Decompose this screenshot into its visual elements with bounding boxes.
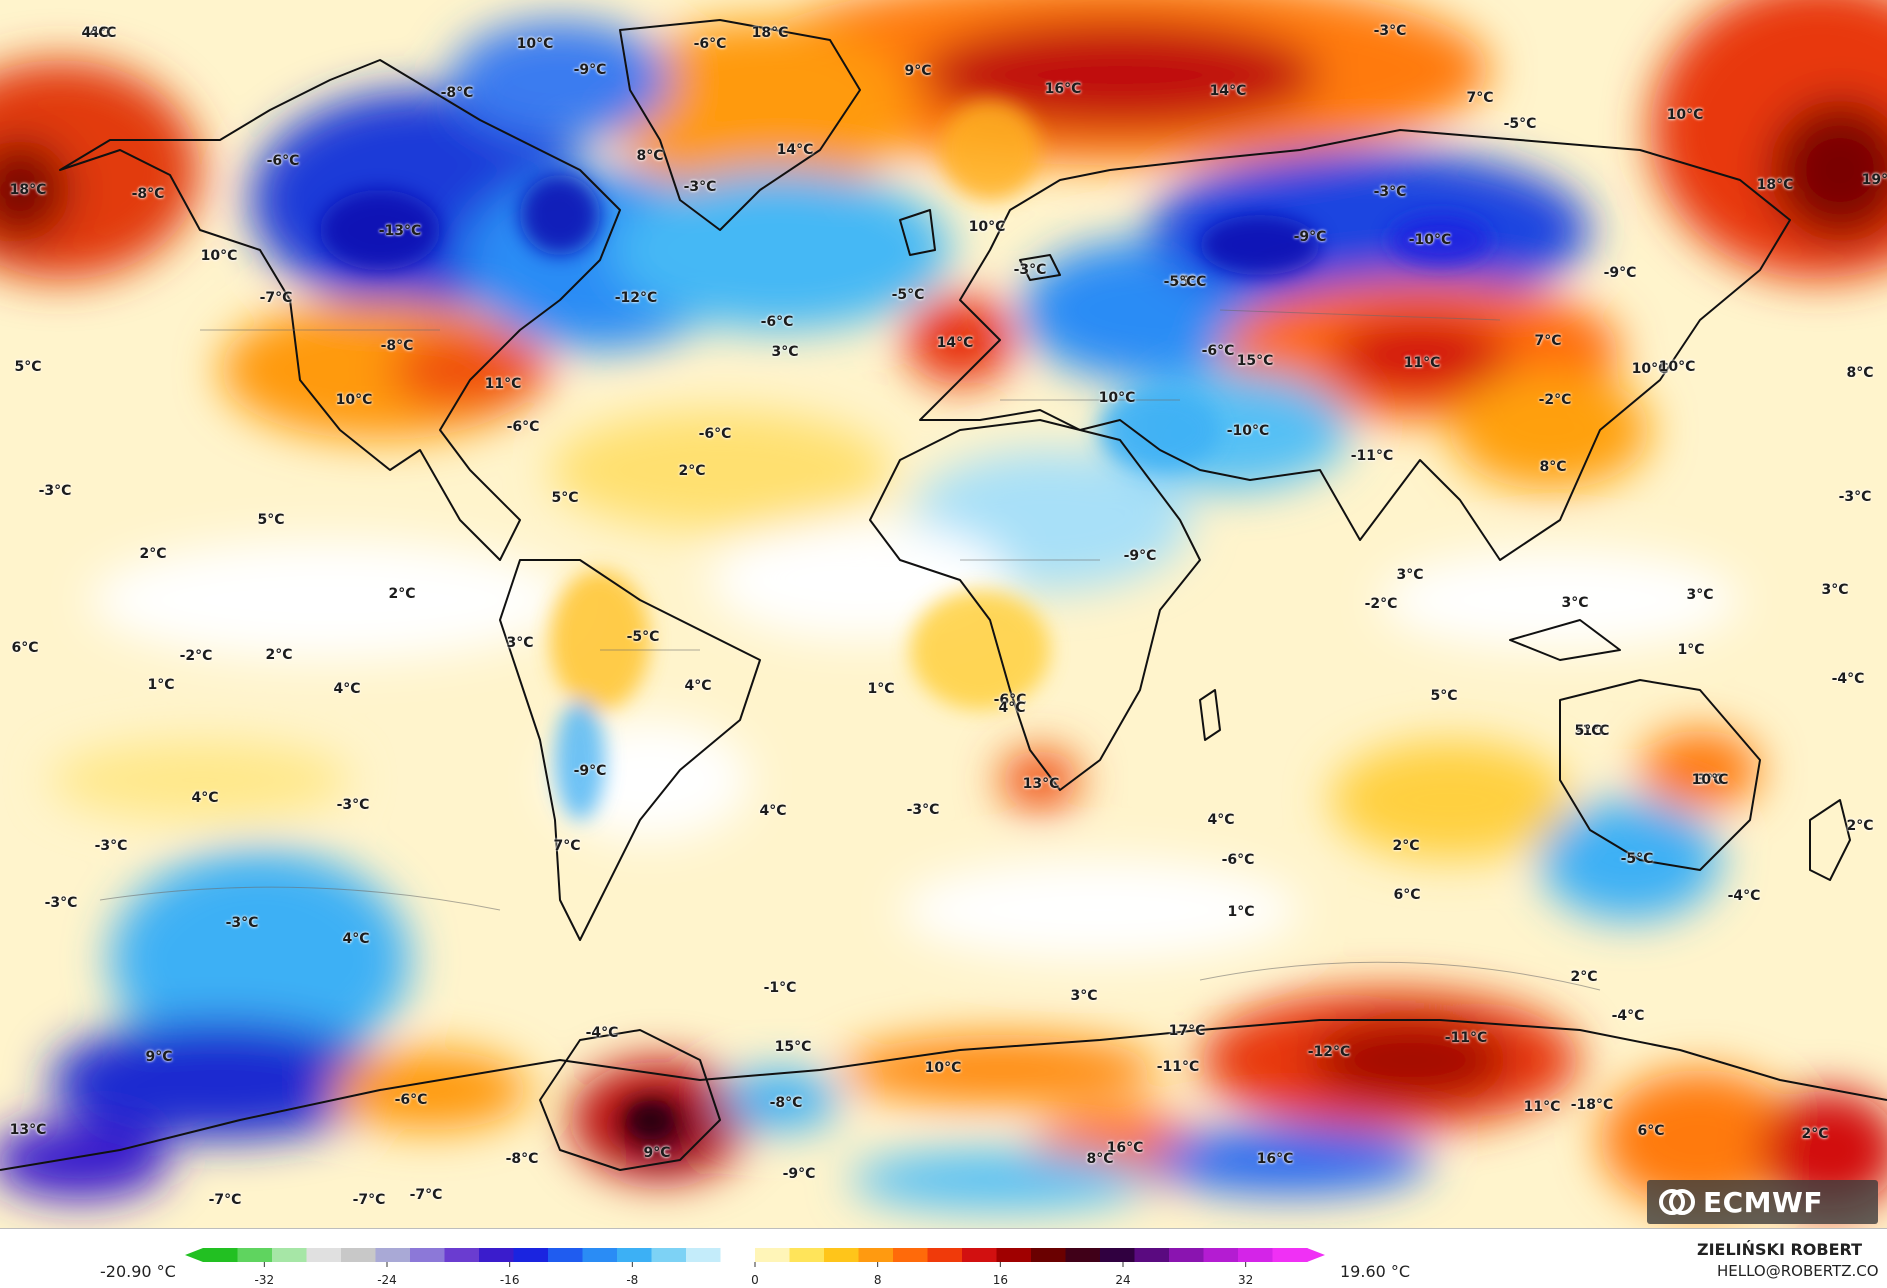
colorbar-segment	[996, 1248, 1032, 1262]
colorbar-tick-label: 16	[992, 1273, 1008, 1287]
colorbar-tick-label: -16	[499, 1273, 520, 1287]
colorbar-segment	[1238, 1248, 1274, 1262]
colorbar-segment	[548, 1248, 584, 1262]
colorbar-segment	[789, 1248, 825, 1262]
colorbar-segment	[1100, 1248, 1136, 1262]
colorbar-segment	[962, 1248, 998, 1262]
ecmwf-swirl-icon	[1659, 1189, 1695, 1215]
scale-min-value: -20.90 °C	[100, 1262, 176, 1281]
colorbar-segment	[479, 1248, 515, 1262]
colorbar-segment	[1065, 1248, 1101, 1262]
colorbar-segment	[582, 1248, 618, 1262]
colorbar-segment	[237, 1248, 273, 1262]
map-canvas	[0, 0, 1887, 1210]
colorbar-segment	[306, 1248, 342, 1262]
colorbar-segment	[927, 1248, 963, 1262]
colorbar-segment	[1134, 1248, 1170, 1262]
author-email: HELLO@ROBERTZ.CO	[1717, 1262, 1879, 1280]
colorbar-segment	[1203, 1248, 1239, 1262]
colorbar-segment	[375, 1248, 411, 1262]
ecmwf-logo: ECMWF	[1647, 1180, 1878, 1224]
colorbar-segment	[617, 1248, 653, 1262]
colorbar-segment	[203, 1248, 239, 1262]
colorbar-tick-label: 24	[1115, 1273, 1131, 1287]
colorbar-segment	[1169, 1248, 1205, 1262]
colorbar-segment	[1031, 1248, 1067, 1262]
colorbar-tick-label: 0	[751, 1273, 759, 1287]
anomaly-detail	[320, 100, 1490, 1140]
colorbar-segment	[720, 1248, 756, 1262]
logo-text: ECMWF	[1703, 1185, 1824, 1219]
colorbar-segment	[272, 1248, 308, 1262]
colorbar-tick-label: -8	[626, 1273, 639, 1287]
colorbar-segment	[444, 1248, 480, 1262]
colorbar-segment	[755, 1248, 791, 1262]
colorbar-segment	[1272, 1248, 1308, 1262]
colorbar-segment	[651, 1248, 687, 1262]
colorbar-segment	[686, 1248, 722, 1262]
colorbar-tick-label: -32	[254, 1273, 275, 1287]
colorbar-tick-label: -24	[377, 1273, 397, 1287]
colorbar-segment	[513, 1248, 549, 1262]
colorbar-left-arrow	[185, 1248, 203, 1262]
scale-max-value: 19.60 °C	[1340, 1262, 1411, 1281]
coastlines	[0, 19, 1887, 1171]
colorbar-tick-label: 8	[873, 1273, 882, 1287]
colorbar-segment	[824, 1248, 860, 1262]
temperature-anomaly-map: -4°C 10°C -9°C -6°C 18°C 9°C 16°C 14°C -3°C 4°C 18…	[0, 0, 1887, 1228]
author-name: ZIELIŃSKI ROBERT	[1697, 1240, 1863, 1259]
contour-lines	[99, 309, 1601, 991]
temperature-colorbar	[185, 1248, 1325, 1267]
colorbar-segment	[858, 1248, 894, 1262]
colorbar-tick-label: 32	[1238, 1273, 1254, 1287]
colorbar-segment	[341, 1248, 377, 1262]
colorbar-segment	[410, 1248, 446, 1262]
anomaly-field	[0, 0, 1887, 1210]
colorbar-right-arrow	[1307, 1248, 1325, 1262]
colorbar-segment	[893, 1248, 929, 1262]
